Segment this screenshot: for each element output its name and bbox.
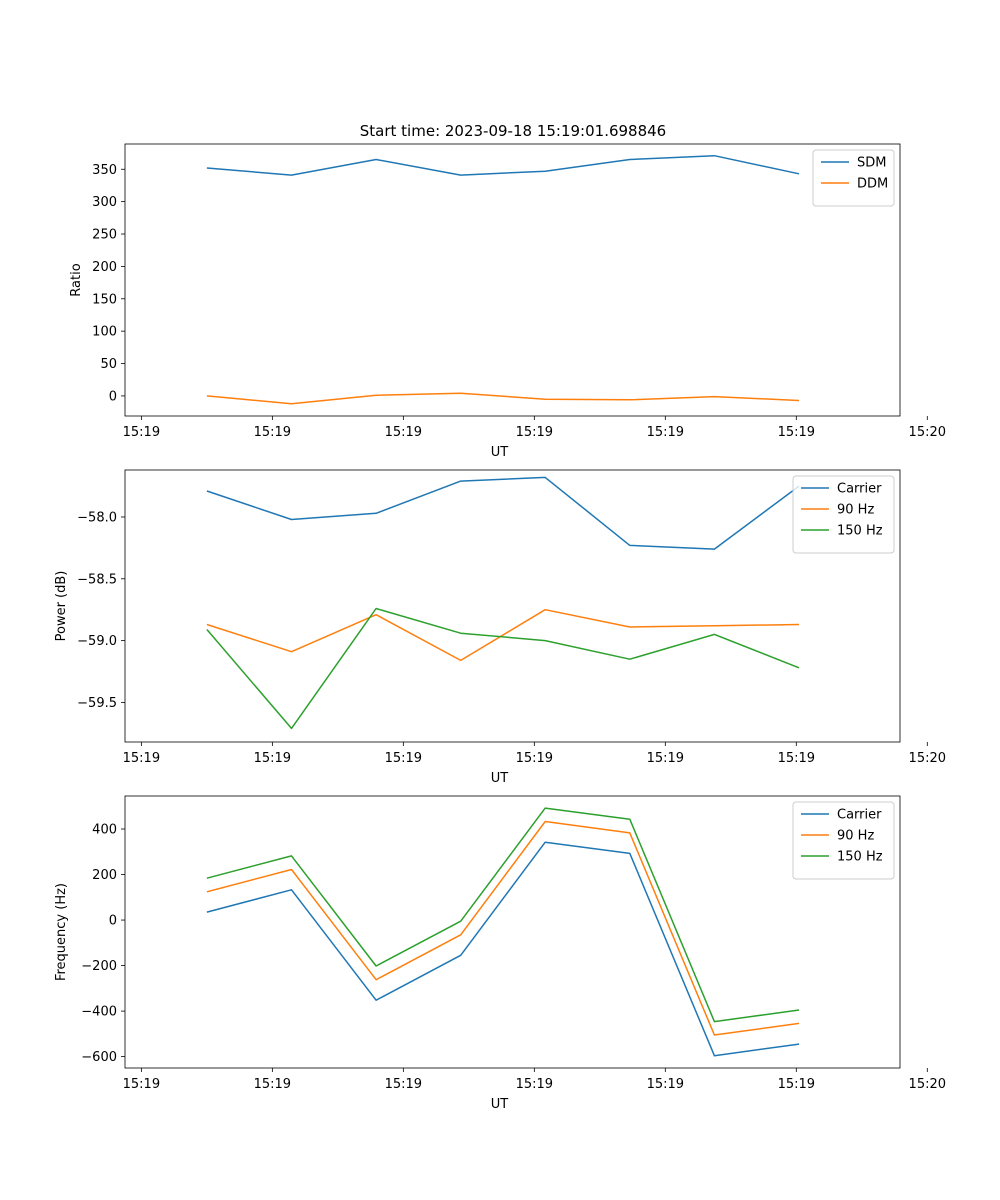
y-axis-label: Frequency (Hz) [54, 883, 69, 981]
legend: SDM DDM [812, 149, 895, 207]
x-tick-label: 15:19 [647, 1077, 684, 1092]
x-tick-label: 15:19 [123, 425, 160, 440]
y-axis-label: Power (dB) [54, 571, 69, 642]
x-tick-label: 15:19 [123, 751, 160, 766]
legend-label: 150 Hz [837, 524, 883, 539]
x-tick-label: 15:19 [778, 425, 815, 440]
y-tick-label: 350 [92, 163, 117, 178]
chart-panel-2: 15:19 15:19 15:19 15:19 15:19 15:19 15:20 −58.0… [54, 469, 946, 786]
y-tick-label: −400 [81, 1005, 117, 1020]
y-tick-label: −600 [81, 1050, 117, 1065]
y-tick-label: 400 [92, 823, 117, 838]
legend-label: 150 Hz [837, 850, 883, 865]
x-tick-label: 15:20 [909, 751, 946, 766]
x-tick-label: 15:19 [254, 751, 291, 766]
series-line-150-hz [206, 807, 800, 1023]
series-line-sdm [206, 154, 800, 176]
y-tick-label: −200 [81, 959, 117, 974]
y-tick-label: 300 [92, 195, 117, 210]
y-axis-label: Ratio [69, 263, 84, 296]
legend-label: DDM [857, 177, 888, 192]
y-tick-label: −59.5 [77, 696, 117, 711]
y-tick-label: −58.5 [77, 572, 117, 587]
y-tick-label: 150 [92, 292, 117, 307]
legend-box [792, 475, 895, 554]
y-tick-label: 0 [109, 389, 117, 404]
y-tick-label: −58.0 [77, 510, 117, 525]
x-tick-label: 15:20 [909, 425, 946, 440]
x-tick-label: 15:19 [254, 1077, 291, 1092]
y-tick-label: 250 [92, 228, 117, 243]
x-tick-label: 15:19 [647, 751, 684, 766]
x-tick-label: 15:19 [385, 751, 422, 766]
legend-label: Carrier [837, 808, 882, 823]
x-tick-label: 15:19 [778, 1077, 815, 1092]
y-tick-label: 0 [109, 914, 117, 929]
y-tick-label: −59.0 [77, 634, 117, 649]
figure-title: Start time: 2023-09-18 15:19:01.698846 [360, 122, 666, 140]
y-tick-label: 100 [92, 325, 117, 340]
axes-frame [124, 143, 901, 417]
chart-panel-3: 15:19 15:19 15:19 15:19 15:19 15:19 15:20 400 20… [54, 795, 946, 1112]
x-tick-label: 15:19 [385, 425, 422, 440]
legend-label: SDM [857, 156, 886, 171]
axes-frame [124, 469, 901, 743]
x-tick-label: 15:19 [385, 1077, 422, 1092]
x-axis-label: UT [491, 771, 509, 786]
x-tick-label: 15:19 [516, 425, 553, 440]
legend-box [792, 801, 895, 880]
x-tick-label: 15:19 [647, 425, 684, 440]
legend-label: Carrier [837, 482, 882, 497]
legend: Carrier 90 Hz 150 Hz [792, 801, 895, 880]
x-axis-label: UT [491, 1097, 509, 1112]
x-tick-label: 15:19 [516, 1077, 553, 1092]
series-line-90-hz [206, 820, 800, 1036]
legend: Carrier 90 Hz 150 Hz [792, 475, 895, 554]
x-axis-label: UT [491, 445, 509, 460]
series-line-90-hz [206, 608, 800, 662]
x-tick-label: 15:19 [254, 425, 291, 440]
legend-label: 90 Hz [837, 503, 874, 518]
y-tick-label: 200 [92, 260, 117, 275]
chart-panel-1: 15:19 15:19 15:19 15:19 15:19 15:19 15:20 0 50 10… [69, 143, 946, 460]
series-line-ddm [206, 392, 800, 405]
x-tick-label: 15:20 [909, 1077, 946, 1092]
series-line-150-hz [206, 607, 800, 730]
legend-box [812, 149, 895, 207]
x-tick-label: 15:19 [516, 751, 553, 766]
series-line-carrier [206, 476, 800, 550]
legend-label: 90 Hz [837, 829, 874, 844]
y-tick-label: 200 [92, 868, 117, 883]
axes-frame [124, 795, 901, 1069]
x-tick-label: 15:19 [778, 751, 815, 766]
y-tick-label: 50 [100, 357, 117, 372]
x-tick-label: 15:19 [123, 1077, 160, 1092]
series-line-carrier [206, 841, 800, 1057]
